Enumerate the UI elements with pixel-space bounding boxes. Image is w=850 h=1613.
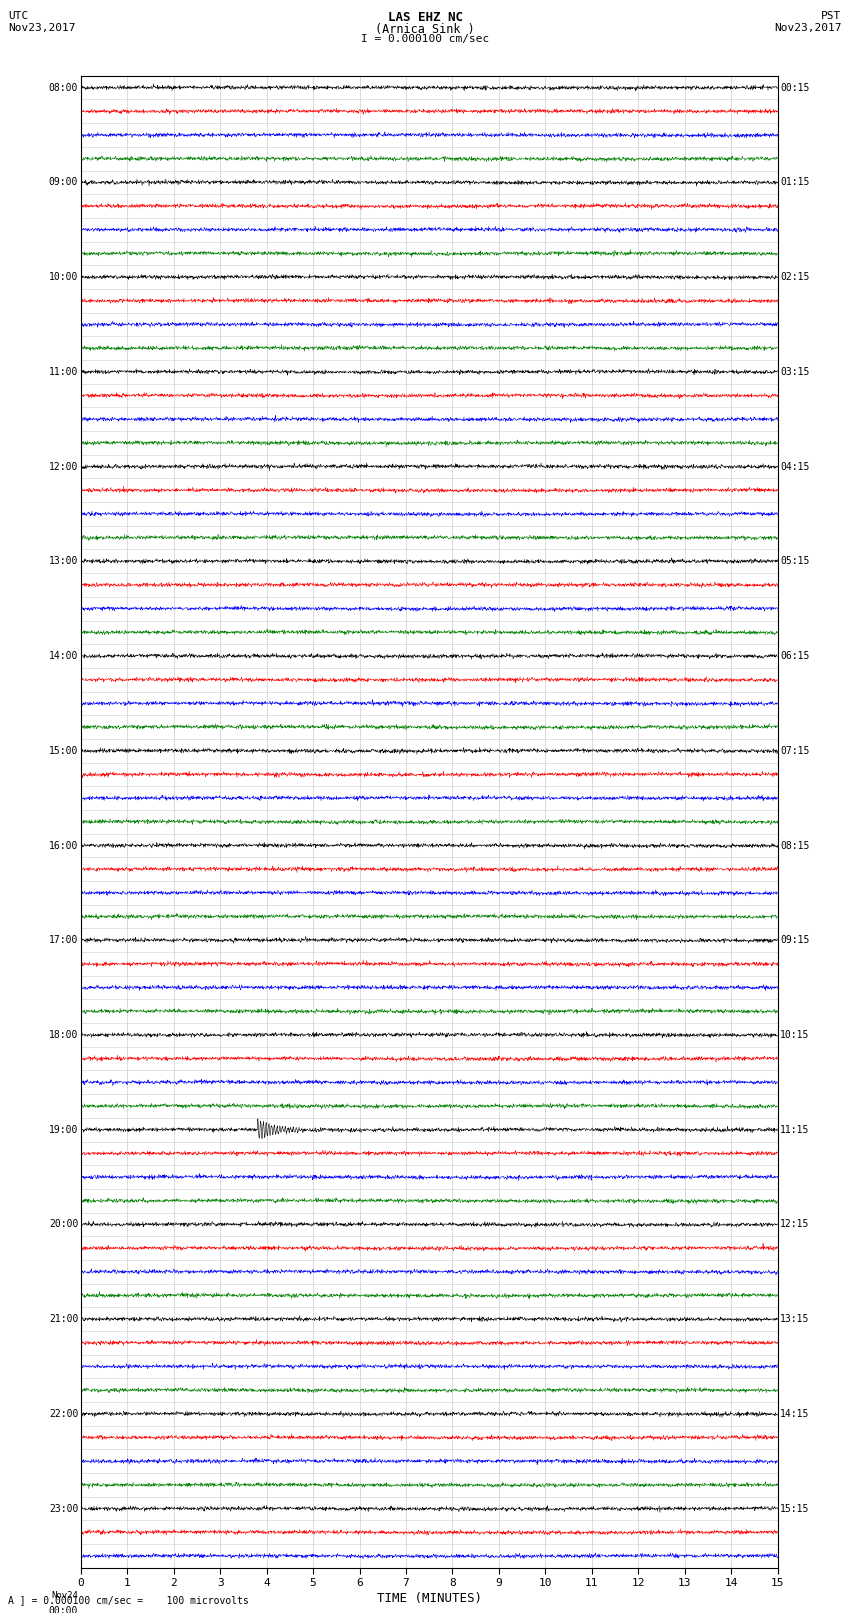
Text: 19:00: 19:00 [48,1124,78,1134]
Text: 03:15: 03:15 [780,366,810,377]
Text: (Arnica Sink ): (Arnica Sink ) [375,23,475,35]
Text: 18:00: 18:00 [48,1031,78,1040]
Text: 09:15: 09:15 [780,936,810,945]
Text: I = 0.000100 cm/sec: I = 0.000100 cm/sec [361,34,489,44]
Text: 09:00: 09:00 [48,177,78,187]
Text: 08:00: 08:00 [48,82,78,92]
Text: 12:15: 12:15 [780,1219,810,1229]
Text: 07:15: 07:15 [780,745,810,756]
Text: 12:00: 12:00 [48,461,78,471]
Text: 10:15: 10:15 [780,1031,810,1040]
Text: 22:00: 22:00 [48,1408,78,1419]
Text: 00:00: 00:00 [48,1607,78,1613]
Text: 11:15: 11:15 [780,1124,810,1134]
Text: 15:15: 15:15 [780,1503,810,1513]
Text: 16:00: 16:00 [48,840,78,850]
Text: 14:00: 14:00 [48,652,78,661]
Text: 21:00: 21:00 [48,1315,78,1324]
Text: A ] = 0.000100 cm/sec =    100 microvolts: A ] = 0.000100 cm/sec = 100 microvolts [8,1595,249,1605]
Text: 06:15: 06:15 [780,652,810,661]
Text: 23:00: 23:00 [48,1503,78,1513]
Text: LAS EHZ NC: LAS EHZ NC [388,11,462,24]
Text: 04:15: 04:15 [780,461,810,471]
Text: 15:00: 15:00 [48,745,78,756]
Text: UTC: UTC [8,11,29,21]
Text: 01:15: 01:15 [780,177,810,187]
Text: 14:15: 14:15 [780,1408,810,1419]
Text: PST: PST [821,11,842,21]
Text: Nov24: Nov24 [51,1590,78,1600]
Text: Nov23,2017: Nov23,2017 [774,23,842,32]
Text: 20:00: 20:00 [48,1219,78,1229]
Text: 08:15: 08:15 [780,840,810,850]
Text: 13:15: 13:15 [780,1315,810,1324]
Text: 05:15: 05:15 [780,556,810,566]
Text: 00:15: 00:15 [780,82,810,92]
Text: 17:00: 17:00 [48,936,78,945]
Text: Nov23,2017: Nov23,2017 [8,23,76,32]
Text: 02:15: 02:15 [780,273,810,282]
X-axis label: TIME (MINUTES): TIME (MINUTES) [377,1592,482,1605]
Text: 11:00: 11:00 [48,366,78,377]
Text: 13:00: 13:00 [48,556,78,566]
Text: 10:00: 10:00 [48,273,78,282]
